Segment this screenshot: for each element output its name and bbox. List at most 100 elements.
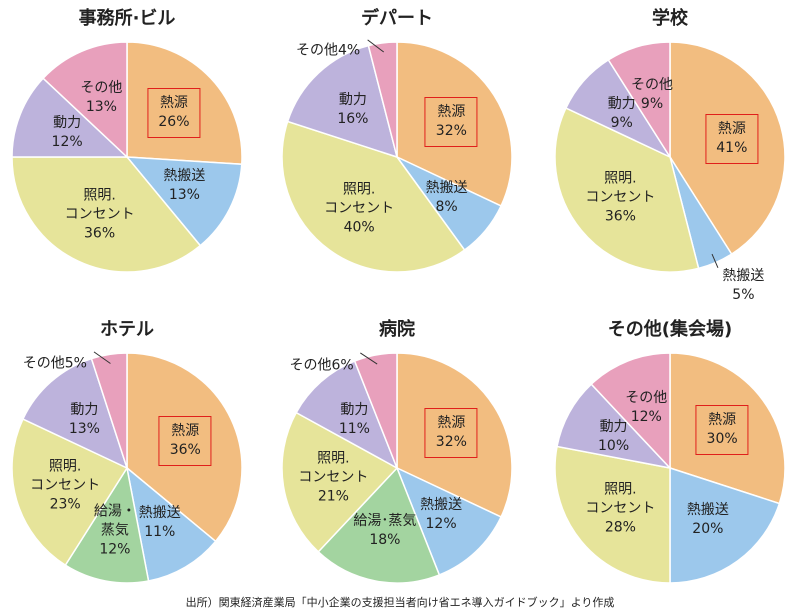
category-label: 動力 [607, 96, 636, 113]
leader-line [93, 351, 111, 364]
value-label: 21% [317, 488, 349, 505]
value-label: 23% [49, 496, 81, 513]
pie-slice [295, 360, 399, 470]
slice-label: その他 13% [80, 79, 122, 117]
value-label: 36% [169, 441, 201, 458]
pie-slice [395, 466, 503, 576]
chart-title: 学校 [652, 8, 688, 29]
pie-slice [90, 352, 128, 469]
pie-slice [126, 41, 243, 166]
pie-slice [396, 352, 513, 518]
value-label: 32% [435, 123, 467, 140]
value-label: 41% [716, 140, 748, 157]
category-label: 照明. コンセント [324, 181, 395, 217]
pie-slice [64, 465, 150, 584]
pie-slice [669, 466, 781, 584]
category-label: その他 [625, 390, 668, 407]
pie-slice [554, 445, 671, 584]
category-label: その他 [296, 42, 339, 59]
slice-label: 照明. コンセント 28% [585, 481, 655, 538]
slice-label: その他 9% [631, 76, 673, 114]
slice-label: 動力 11% [339, 401, 370, 439]
category-label: 動力 [53, 115, 82, 132]
category-label: 熱源 [437, 104, 466, 121]
chart-title: 事務所·ビル [78, 8, 176, 29]
leader-line [360, 352, 378, 365]
pie-slice [669, 352, 786, 505]
category-label: 給湯･蒸気 [353, 513, 417, 530]
pie-slice [353, 352, 398, 469]
value-label: 4% [338, 42, 361, 59]
slice-label: 給湯･蒸気 18% [353, 512, 416, 550]
category-label: 照明. コンセント [30, 458, 101, 494]
slice-label: 熱源 32% [424, 97, 478, 148]
pie-slice [590, 352, 671, 470]
category-label: 動力 [338, 92, 367, 109]
chart-title: 病院 [379, 319, 415, 340]
pie-slice [286, 44, 399, 159]
category-label: 照明. コンセント [585, 170, 656, 206]
category-label: 動力 [70, 401, 99, 418]
category-label: 熱源 [717, 121, 746, 138]
slice-label: 熱源 26% [147, 87, 201, 138]
pie-slice [42, 41, 128, 159]
pie-slice [556, 383, 673, 470]
value-label: 36% [604, 208, 636, 225]
slice-label: 熱搬送 12% [420, 496, 462, 534]
value-label: 20% [692, 521, 724, 538]
pie-slice [317, 466, 441, 584]
category-label: 熱搬送 [163, 168, 206, 185]
value-label: 12% [51, 134, 83, 151]
source-note: 出所）関東経済産業局「中小企業の支援担当者向け省エネ導入ガイドブック」より作成 [185, 596, 615, 609]
pie-slice [607, 41, 671, 160]
pie-slice [281, 411, 399, 553]
slice-label: 照明. コンセント 36% [65, 187, 135, 244]
slice-label: その他 12% [625, 389, 667, 427]
value-label: 40% [343, 219, 375, 236]
value-label: 13% [168, 187, 200, 204]
value-label: 28% [604, 519, 636, 536]
value-label: 12% [425, 515, 457, 532]
slice-label: 熱搬送 8% [426, 179, 468, 217]
category-label: 給湯・ 蒸気 [93, 503, 136, 539]
category-label: 動力 [340, 401, 369, 418]
category-label: その他 [289, 357, 332, 374]
pie-slice [367, 41, 398, 158]
category-label: 熱搬送 [425, 180, 468, 197]
value-label: 13% [85, 98, 117, 115]
slice-label: 熱搬送 13% [163, 167, 205, 205]
category-label: 熱源 [708, 412, 737, 429]
pie-slice [11, 156, 202, 273]
value-label: 9% [610, 115, 633, 132]
pie-slice [125, 466, 217, 582]
category-label: 熱搬送 [722, 268, 765, 285]
value-label: 8% [435, 199, 458, 216]
slice-label: その他4% [296, 41, 360, 60]
slice-label: 動力 12% [52, 114, 83, 152]
value-label: 11% [144, 524, 176, 541]
value-label: 6% [331, 357, 354, 374]
value-label: 36% [84, 225, 116, 242]
value-label: 26% [158, 113, 190, 130]
pie-slice [396, 41, 513, 207]
pie-slice [21, 357, 129, 470]
value-label: 5% [732, 287, 755, 304]
slice-label: 給湯・ 蒸気 12% [94, 503, 136, 560]
chart-title: デパート [361, 8, 433, 29]
slice-label: 照明. コンセント 21% [298, 450, 368, 507]
slice-label: 熱源 30% [695, 405, 749, 456]
value-label: 30% [706, 431, 738, 448]
leader-line [367, 39, 385, 53]
category-label: 熱搬送 [420, 496, 463, 513]
slice-label: 熱源 41% [705, 114, 759, 165]
value-label: 11% [338, 420, 370, 437]
value-label: 32% [435, 434, 467, 451]
pie-slice [554, 107, 700, 273]
slice-label: その他6% [289, 357, 353, 376]
category-label: 動力 [599, 418, 628, 435]
leader-line [711, 253, 719, 269]
value-label: 12% [99, 541, 131, 558]
value-label: 9% [640, 96, 664, 113]
slice-label: 動力 9% [608, 95, 636, 133]
